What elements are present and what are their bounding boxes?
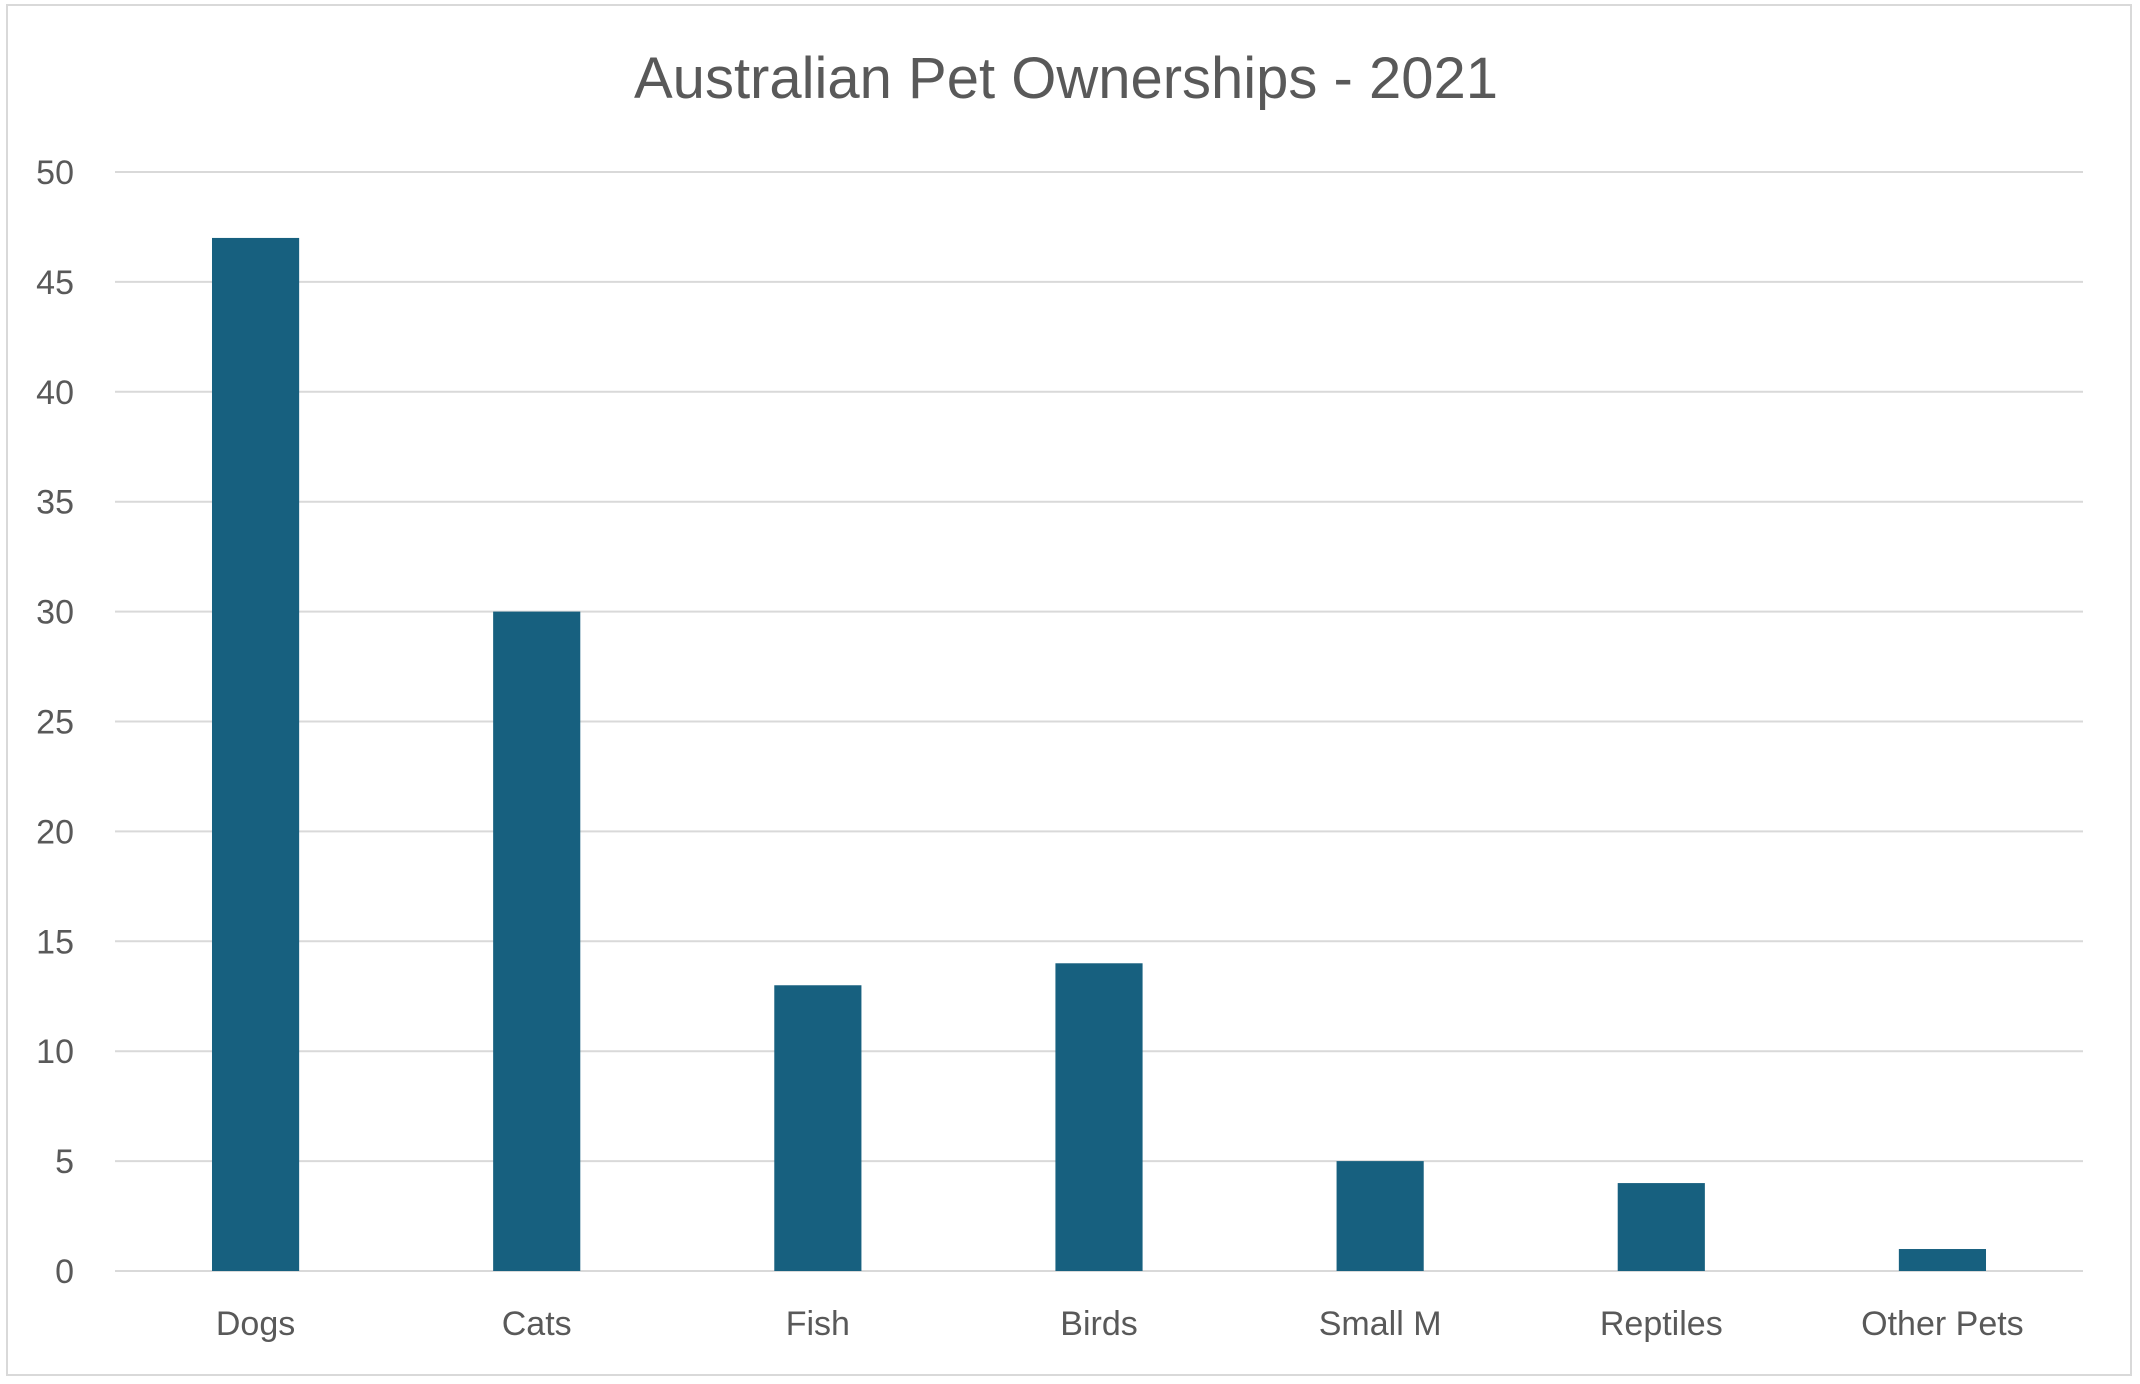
x-tick-label: Fish	[786, 1305, 850, 1343]
x-tick-label: Other Pets	[1861, 1305, 2024, 1343]
x-axis-tick-labels: Dogs Cats Fish Birds Small M Reptiles Other Pe…	[216, 1305, 2024, 1343]
x-tick-label: Dogs	[216, 1305, 295, 1343]
x-tick-label: Small M	[1319, 1305, 1442, 1343]
bar-dogs	[211, 237, 300, 1272]
y-tick-label: 25	[36, 704, 74, 742]
y-tick-label: 5	[55, 1143, 74, 1181]
y-tick-label: 15	[36, 923, 74, 961]
gridlines	[115, 171, 2083, 1272]
y-axis-tick-labels: 0 5 10 15 20 25 30 35 40 45 50	[36, 154, 74, 1291]
bars	[211, 237, 1987, 1272]
x-tick-label: Reptiles	[1600, 1305, 1723, 1343]
y-tick-label: 50	[36, 154, 74, 192]
bar-reptiles	[1617, 1183, 1705, 1271]
bar-fish	[774, 985, 862, 1271]
x-tick-label: Cats	[502, 1305, 572, 1343]
y-tick-label: 0	[55, 1253, 74, 1291]
bar-small-m	[1336, 1161, 1424, 1271]
bar-cats	[493, 611, 581, 1271]
y-tick-label: 30	[36, 594, 74, 632]
y-tick-label: 20	[36, 813, 74, 851]
y-tick-label: 35	[36, 484, 74, 522]
y-tick-label: 40	[36, 374, 74, 412]
bar-birds	[1055, 963, 1143, 1271]
y-tick-label: 45	[36, 264, 74, 302]
chart-title: Australian Pet Ownerships - 2021	[634, 46, 1498, 111]
x-tick-label: Birds	[1060, 1305, 1137, 1343]
bar-other-pets	[1898, 1249, 1987, 1271]
y-tick-label: 10	[36, 1033, 74, 1071]
